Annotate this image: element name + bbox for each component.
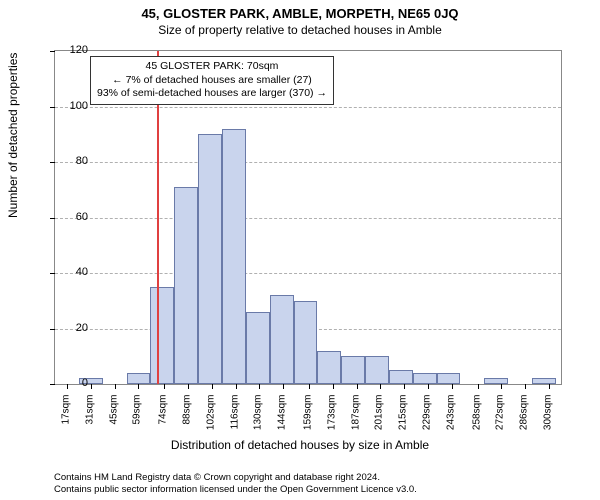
x-tick-label: 215sqm: [398, 395, 409, 445]
histogram-bar: [246, 312, 270, 384]
x-tick-mark: [115, 384, 116, 389]
x-tick-mark: [164, 384, 165, 389]
plot-area: 45 GLOSTER PARK: 70sqm← 7% of detached h…: [54, 50, 562, 385]
x-tick-label: 102sqm: [205, 395, 216, 445]
x-tick-label: 272sqm: [495, 395, 506, 445]
histogram-bar: [365, 356, 389, 384]
x-tick-label: 88sqm: [181, 395, 192, 445]
x-tick-label: 130sqm: [253, 395, 264, 445]
x-tick-label: 116sqm: [229, 395, 240, 445]
x-tick-mark: [357, 384, 358, 389]
x-tick-label: 201sqm: [374, 395, 385, 445]
histogram-bar: [294, 301, 318, 384]
y-tick-label: 0: [54, 377, 88, 389]
x-tick-label: 300sqm: [543, 395, 554, 445]
chart-title: 45, GLOSTER PARK, AMBLE, MORPETH, NE65 0…: [0, 0, 600, 21]
grid-line: [55, 273, 561, 274]
histogram-bar: [150, 287, 174, 384]
footer-line-2: Contains public sector information licen…: [54, 484, 580, 496]
chart-subtitle: Size of property relative to detached ho…: [0, 21, 600, 37]
histogram-bar: [532, 378, 556, 384]
x-tick-mark: [138, 384, 139, 389]
histogram-bar: [174, 187, 198, 384]
x-tick-mark: [478, 384, 479, 389]
chart-container: 45, GLOSTER PARK, AMBLE, MORPETH, NE65 0…: [0, 0, 600, 500]
histogram-bar: [270, 295, 294, 384]
histogram-bar: [484, 378, 508, 384]
x-tick-mark: [549, 384, 550, 389]
histogram-bar: [437, 373, 461, 384]
x-tick-label: 258sqm: [471, 395, 482, 445]
x-tick-label: 243sqm: [445, 395, 456, 445]
legend-line: ← 7% of detached houses are smaller (27): [97, 74, 327, 88]
x-tick-label: 187sqm: [350, 395, 361, 445]
x-tick-mark: [236, 384, 237, 389]
grid-line: [55, 218, 561, 219]
x-tick-label: 173sqm: [326, 395, 337, 445]
histogram-bar: [317, 351, 341, 384]
histogram-bar: [127, 373, 151, 384]
x-tick-label: 229sqm: [422, 395, 433, 445]
footer-line-1: Contains HM Land Registry data © Crown c…: [54, 472, 580, 484]
x-tick-mark: [525, 384, 526, 389]
x-tick-mark: [212, 384, 213, 389]
histogram-bar: [341, 356, 365, 384]
y-tick-label: 80: [54, 155, 88, 167]
histogram-bar: [198, 134, 222, 384]
x-tick-label: 74sqm: [158, 395, 169, 445]
grid-line: [55, 107, 561, 108]
y-tick-label: 40: [54, 266, 88, 278]
footer-attribution: Contains HM Land Registry data © Crown c…: [54, 472, 580, 496]
x-tick-label: 144sqm: [277, 395, 288, 445]
x-tick-mark: [428, 384, 429, 389]
x-tick-mark: [283, 384, 284, 389]
x-tick-label: 59sqm: [132, 395, 143, 445]
grid-line: [55, 162, 561, 163]
histogram-bar: [413, 373, 437, 384]
x-tick-label: 159sqm: [302, 395, 313, 445]
legend-line: 45 GLOSTER PARK: 70sqm: [97, 60, 327, 74]
x-tick-mark: [380, 384, 381, 389]
x-tick-mark: [404, 384, 405, 389]
y-tick-label: 60: [54, 211, 88, 223]
x-tick-mark: [91, 384, 92, 389]
x-tick-label: 286sqm: [519, 395, 530, 445]
y-axis-label: Number of detached properties: [6, 53, 20, 218]
x-tick-mark: [452, 384, 453, 389]
x-tick-mark: [259, 384, 260, 389]
y-tick-label: 120: [54, 44, 88, 56]
x-tick-mark: [333, 384, 334, 389]
y-tick-label: 100: [54, 100, 88, 112]
y-tick-label: 20: [54, 322, 88, 334]
histogram-bar: [389, 370, 413, 384]
histogram-bar: [222, 129, 246, 384]
x-tick-label: 17sqm: [60, 395, 71, 445]
x-tick-mark: [501, 384, 502, 389]
x-tick-label: 31sqm: [84, 395, 95, 445]
x-tick-mark: [309, 384, 310, 389]
legend-box: 45 GLOSTER PARK: 70sqm← 7% of detached h…: [90, 56, 334, 105]
x-tick-mark: [188, 384, 189, 389]
legend-line: 93% of semi-detached houses are larger (…: [97, 87, 327, 101]
x-tick-label: 45sqm: [108, 395, 119, 445]
